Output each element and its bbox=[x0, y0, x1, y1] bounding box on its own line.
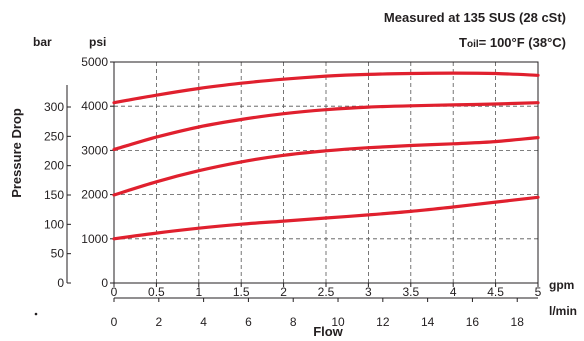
bar-tick-label: 300 bbox=[44, 100, 64, 114]
bar-tick-label: 150 bbox=[44, 188, 64, 202]
bar-tick-label: 200 bbox=[44, 159, 64, 173]
lmin-tick-label: 18 bbox=[511, 315, 525, 329]
chart-title-line2: Toil= 100°F (38°C) bbox=[459, 35, 566, 50]
psi-tick-label: 1000 bbox=[81, 232, 108, 246]
stray-dot bbox=[34, 312, 38, 316]
lmin-tick-label: 0 bbox=[111, 315, 118, 329]
lmin-tick-label: 8 bbox=[290, 315, 297, 329]
grid bbox=[114, 62, 538, 283]
series-line-1 bbox=[112, 195, 540, 241]
gpm-tick-label: 2 bbox=[280, 285, 287, 299]
x-unit-lmin: l/min bbox=[549, 304, 577, 318]
lmin-tick-label: 12 bbox=[376, 315, 390, 329]
bar-tick-label: 50 bbox=[51, 247, 65, 261]
gpm-tick-label: 4.5 bbox=[487, 285, 504, 299]
x-unit-gpm: gpm bbox=[549, 278, 574, 292]
gpm-tick-label: 1.5 bbox=[233, 285, 250, 299]
bar-tick-label: 250 bbox=[44, 129, 64, 143]
series-line-2 bbox=[112, 136, 540, 197]
psi-tick-label: 5000 bbox=[81, 55, 108, 69]
x-axis-title: Flow bbox=[313, 324, 343, 339]
y-unit-bar: bar bbox=[33, 35, 52, 49]
gpm-tick-label: 2.5 bbox=[318, 285, 335, 299]
gpm-tick-label: 0 bbox=[111, 285, 118, 299]
bar-tick-label: 0 bbox=[57, 276, 64, 290]
psi-tick-label: 4000 bbox=[81, 99, 108, 113]
lmin-tick-label: 16 bbox=[466, 315, 480, 329]
lmin-tick-label: 14 bbox=[421, 315, 435, 329]
psi-tick-label: 2000 bbox=[81, 188, 108, 202]
bar-tick-label: 100 bbox=[44, 217, 64, 231]
plot-frame bbox=[113, 61, 539, 284]
gpm-tick-label: 5 bbox=[535, 285, 542, 299]
data-series bbox=[112, 71, 540, 241]
lmin-tick-label: 10 bbox=[331, 315, 345, 329]
gpm-tick-label: 0.5 bbox=[148, 285, 165, 299]
gpm-tick-label: 1 bbox=[195, 285, 202, 299]
lmin-tick-label: 2 bbox=[155, 315, 162, 329]
psi-tick-label: 0 bbox=[101, 276, 108, 290]
gpm-tick-label: 4 bbox=[450, 285, 457, 299]
chart-title-line1: Measured at 135 SUS (28 cSt) bbox=[384, 10, 566, 25]
psi-tick-label: 3000 bbox=[81, 143, 108, 157]
gpm-tick-label: 3.5 bbox=[402, 285, 419, 299]
lmin-tick-label: 4 bbox=[200, 315, 207, 329]
series-line-3 bbox=[112, 101, 540, 152]
y-axis-title: Pressure Drop bbox=[9, 108, 24, 198]
y-unit-psi: psi bbox=[89, 35, 106, 49]
series-line-4 bbox=[112, 71, 540, 105]
axes bbox=[66, 61, 539, 302]
lmin-tick-label: 6 bbox=[245, 315, 252, 329]
tick-labels: 0100020003000400050000501001502002503000… bbox=[44, 55, 542, 329]
gpm-tick-label: 3 bbox=[365, 285, 372, 299]
